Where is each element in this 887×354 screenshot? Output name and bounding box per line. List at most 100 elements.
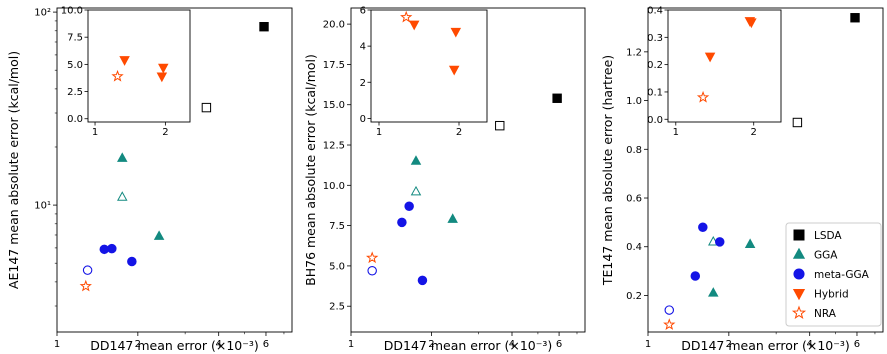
legend-label-meta-gga: meta-GGA bbox=[814, 269, 870, 281]
y-tick-label: 0.8 bbox=[626, 145, 642, 156]
inset-y-tick-label: 6 bbox=[360, 6, 366, 17]
plot-frame bbox=[647, 7, 884, 333]
x-tick-label: 4 bbox=[509, 339, 515, 350]
y-axis-label: TE147 mean absolute error (hartree) bbox=[600, 55, 615, 286]
data-point-gga bbox=[410, 155, 422, 165]
inset-frame bbox=[87, 9, 191, 123]
data-point-lsda bbox=[495, 120, 505, 131]
inset-x-tick-label: 1 bbox=[376, 127, 382, 138]
y-tick-label: 20.0 bbox=[323, 20, 345, 31]
y-tick-label: 10¹ bbox=[34, 201, 51, 212]
legend: LSDA GGA meta-GGA Hybrid NRA bbox=[785, 222, 882, 327]
x-tick-label: 2 bbox=[428, 339, 434, 350]
data-point-gga bbox=[744, 238, 756, 248]
inset-2: 1 2 0 2 4 6 bbox=[360, 6, 488, 138]
inset-y-tick-label: 0.4 bbox=[647, 6, 663, 17]
data-point-meta-gga bbox=[714, 237, 725, 247]
legend-marker-meta-gga bbox=[793, 268, 805, 280]
y-tick-label: 0.4 bbox=[626, 242, 642, 253]
data-point-gga bbox=[708, 287, 719, 297]
inset-point-hybrid bbox=[156, 72, 168, 83]
data-point-meta-gga bbox=[397, 217, 407, 228]
y-tick-label: 0.2 bbox=[626, 291, 642, 302]
y-tick-label: 1.2 bbox=[626, 47, 642, 58]
data-point-gga bbox=[117, 191, 128, 201]
inset-y-tick-label: 10.0 bbox=[61, 6, 83, 17]
y-tick-label: 7.5 bbox=[329, 221, 345, 232]
y-tick-label: 10.0 bbox=[323, 181, 345, 192]
inset-point-hybrid bbox=[704, 52, 716, 63]
inset-y-tick-label: 7.5 bbox=[67, 33, 83, 44]
inset-point-hybrid bbox=[450, 27, 462, 38]
inset-frame bbox=[370, 9, 488, 123]
x-tick-label: 2 bbox=[135, 339, 141, 350]
inset-point-hybrid bbox=[408, 20, 420, 31]
data-point-lsda bbox=[850, 13, 860, 23]
x-tick-label: 1 bbox=[54, 339, 60, 350]
legend-label-nra: NRA bbox=[814, 308, 837, 320]
data-point-lsda bbox=[552, 93, 562, 103]
legend-label-hybrid: Hybrid bbox=[814, 289, 849, 301]
data-point-nra bbox=[79, 279, 92, 292]
x-axis-label: DD147 mean error (×10⁻³) bbox=[681, 338, 849, 353]
inset-x-tick-label: 2 bbox=[162, 127, 168, 138]
inset-y-tick-label: 0.3 bbox=[647, 33, 663, 44]
data-point-meta-gga bbox=[82, 265, 93, 275]
inset-y-tick-label: 0.0 bbox=[647, 115, 663, 126]
y-tick-label: 2.5 bbox=[329, 302, 345, 313]
plot-frame bbox=[56, 7, 293, 333]
inset-y-tick-label: 5.0 bbox=[67, 60, 83, 71]
inset-point-hybrid bbox=[158, 63, 169, 74]
x-tick-label: 2 bbox=[726, 339, 732, 350]
inset-y-tick-label: 0.0 bbox=[67, 114, 83, 125]
inset-point-nra bbox=[111, 69, 124, 82]
x-tick-label: 1 bbox=[645, 339, 651, 350]
data-point-meta-gga bbox=[690, 271, 701, 281]
legend-frame bbox=[785, 222, 882, 327]
y-axis-label: AE147 mean absolute error (kcal/mol) bbox=[6, 51, 21, 289]
legend-label-gga: GGA bbox=[814, 250, 838, 262]
data-point-meta-gga bbox=[417, 275, 428, 286]
data-point-gga bbox=[153, 230, 165, 240]
y-axis-label: BH76 mean absolute error (kcal/mol) bbox=[303, 54, 318, 286]
data-point-meta-gga bbox=[107, 243, 117, 254]
inset-y-tick-label: 4 bbox=[360, 42, 366, 53]
inset-3: 1 2 0.0 0.1 0.2 0.3 0.4 bbox=[647, 6, 782, 138]
data-point-lsda bbox=[259, 22, 269, 32]
data-point-nra bbox=[663, 318, 676, 330]
data-point-meta-gga bbox=[698, 222, 708, 232]
legend-marker-lsda bbox=[793, 229, 805, 241]
inset-point-hybrid bbox=[448, 65, 460, 76]
y-tick-label: 15.0 bbox=[323, 100, 345, 111]
y-tick-label: 5.0 bbox=[329, 261, 345, 272]
data-point-meta-gga bbox=[127, 256, 137, 267]
panel-3: 1 2 4 6 0.2 0.4 0.6 0.8 1.0 1.2 DD147 mean error (… bbox=[600, 6, 884, 353]
y-tick-label: 0.6 bbox=[626, 194, 642, 205]
inset-y-tick-label: 0.1 bbox=[647, 87, 663, 98]
data-point-meta-gga bbox=[664, 305, 675, 315]
inset-point-hybrid bbox=[746, 18, 757, 29]
inset-x-tick-label: 1 bbox=[92, 127, 98, 138]
inset-x-tick-label: 2 bbox=[751, 127, 757, 138]
data-point-lsda bbox=[792, 117, 803, 128]
x-axis-label: DD147 mean error (×10⁻³) bbox=[384, 338, 552, 353]
data-point-nra bbox=[366, 251, 379, 264]
panel-2: 1 2 4 6 2.5 5.0 7.5 10.0 12.5 15.0 17.5 20.0 DD147 m… bbox=[303, 6, 586, 353]
y-tick-label: 1.0 bbox=[626, 96, 642, 107]
inset-point-nra bbox=[696, 90, 710, 103]
x-tick-label: 4 bbox=[215, 339, 221, 350]
y-tick-label: 17.5 bbox=[323, 60, 345, 71]
data-point-meta-gga bbox=[367, 265, 377, 276]
data-point-gga bbox=[447, 213, 458, 223]
panel-1: 1 2 4 6 10¹ 10² DD147 mean error (×10⁻³) AE147 … bbox=[6, 6, 293, 353]
legend-marker-hybrid bbox=[792, 289, 806, 301]
inset-frame bbox=[667, 9, 782, 123]
inset-y-tick-label: 0.2 bbox=[647, 60, 663, 71]
x-tick-label: 6 bbox=[854, 339, 860, 350]
y-tick-label: 12.5 bbox=[323, 141, 345, 152]
inset-y-tick-label: 2 bbox=[360, 78, 366, 89]
x-axis-label: DD147 mean error (×10⁻³) bbox=[90, 338, 258, 353]
inset-y-tick-label: 2.5 bbox=[67, 87, 83, 98]
plot-frame bbox=[350, 7, 586, 333]
